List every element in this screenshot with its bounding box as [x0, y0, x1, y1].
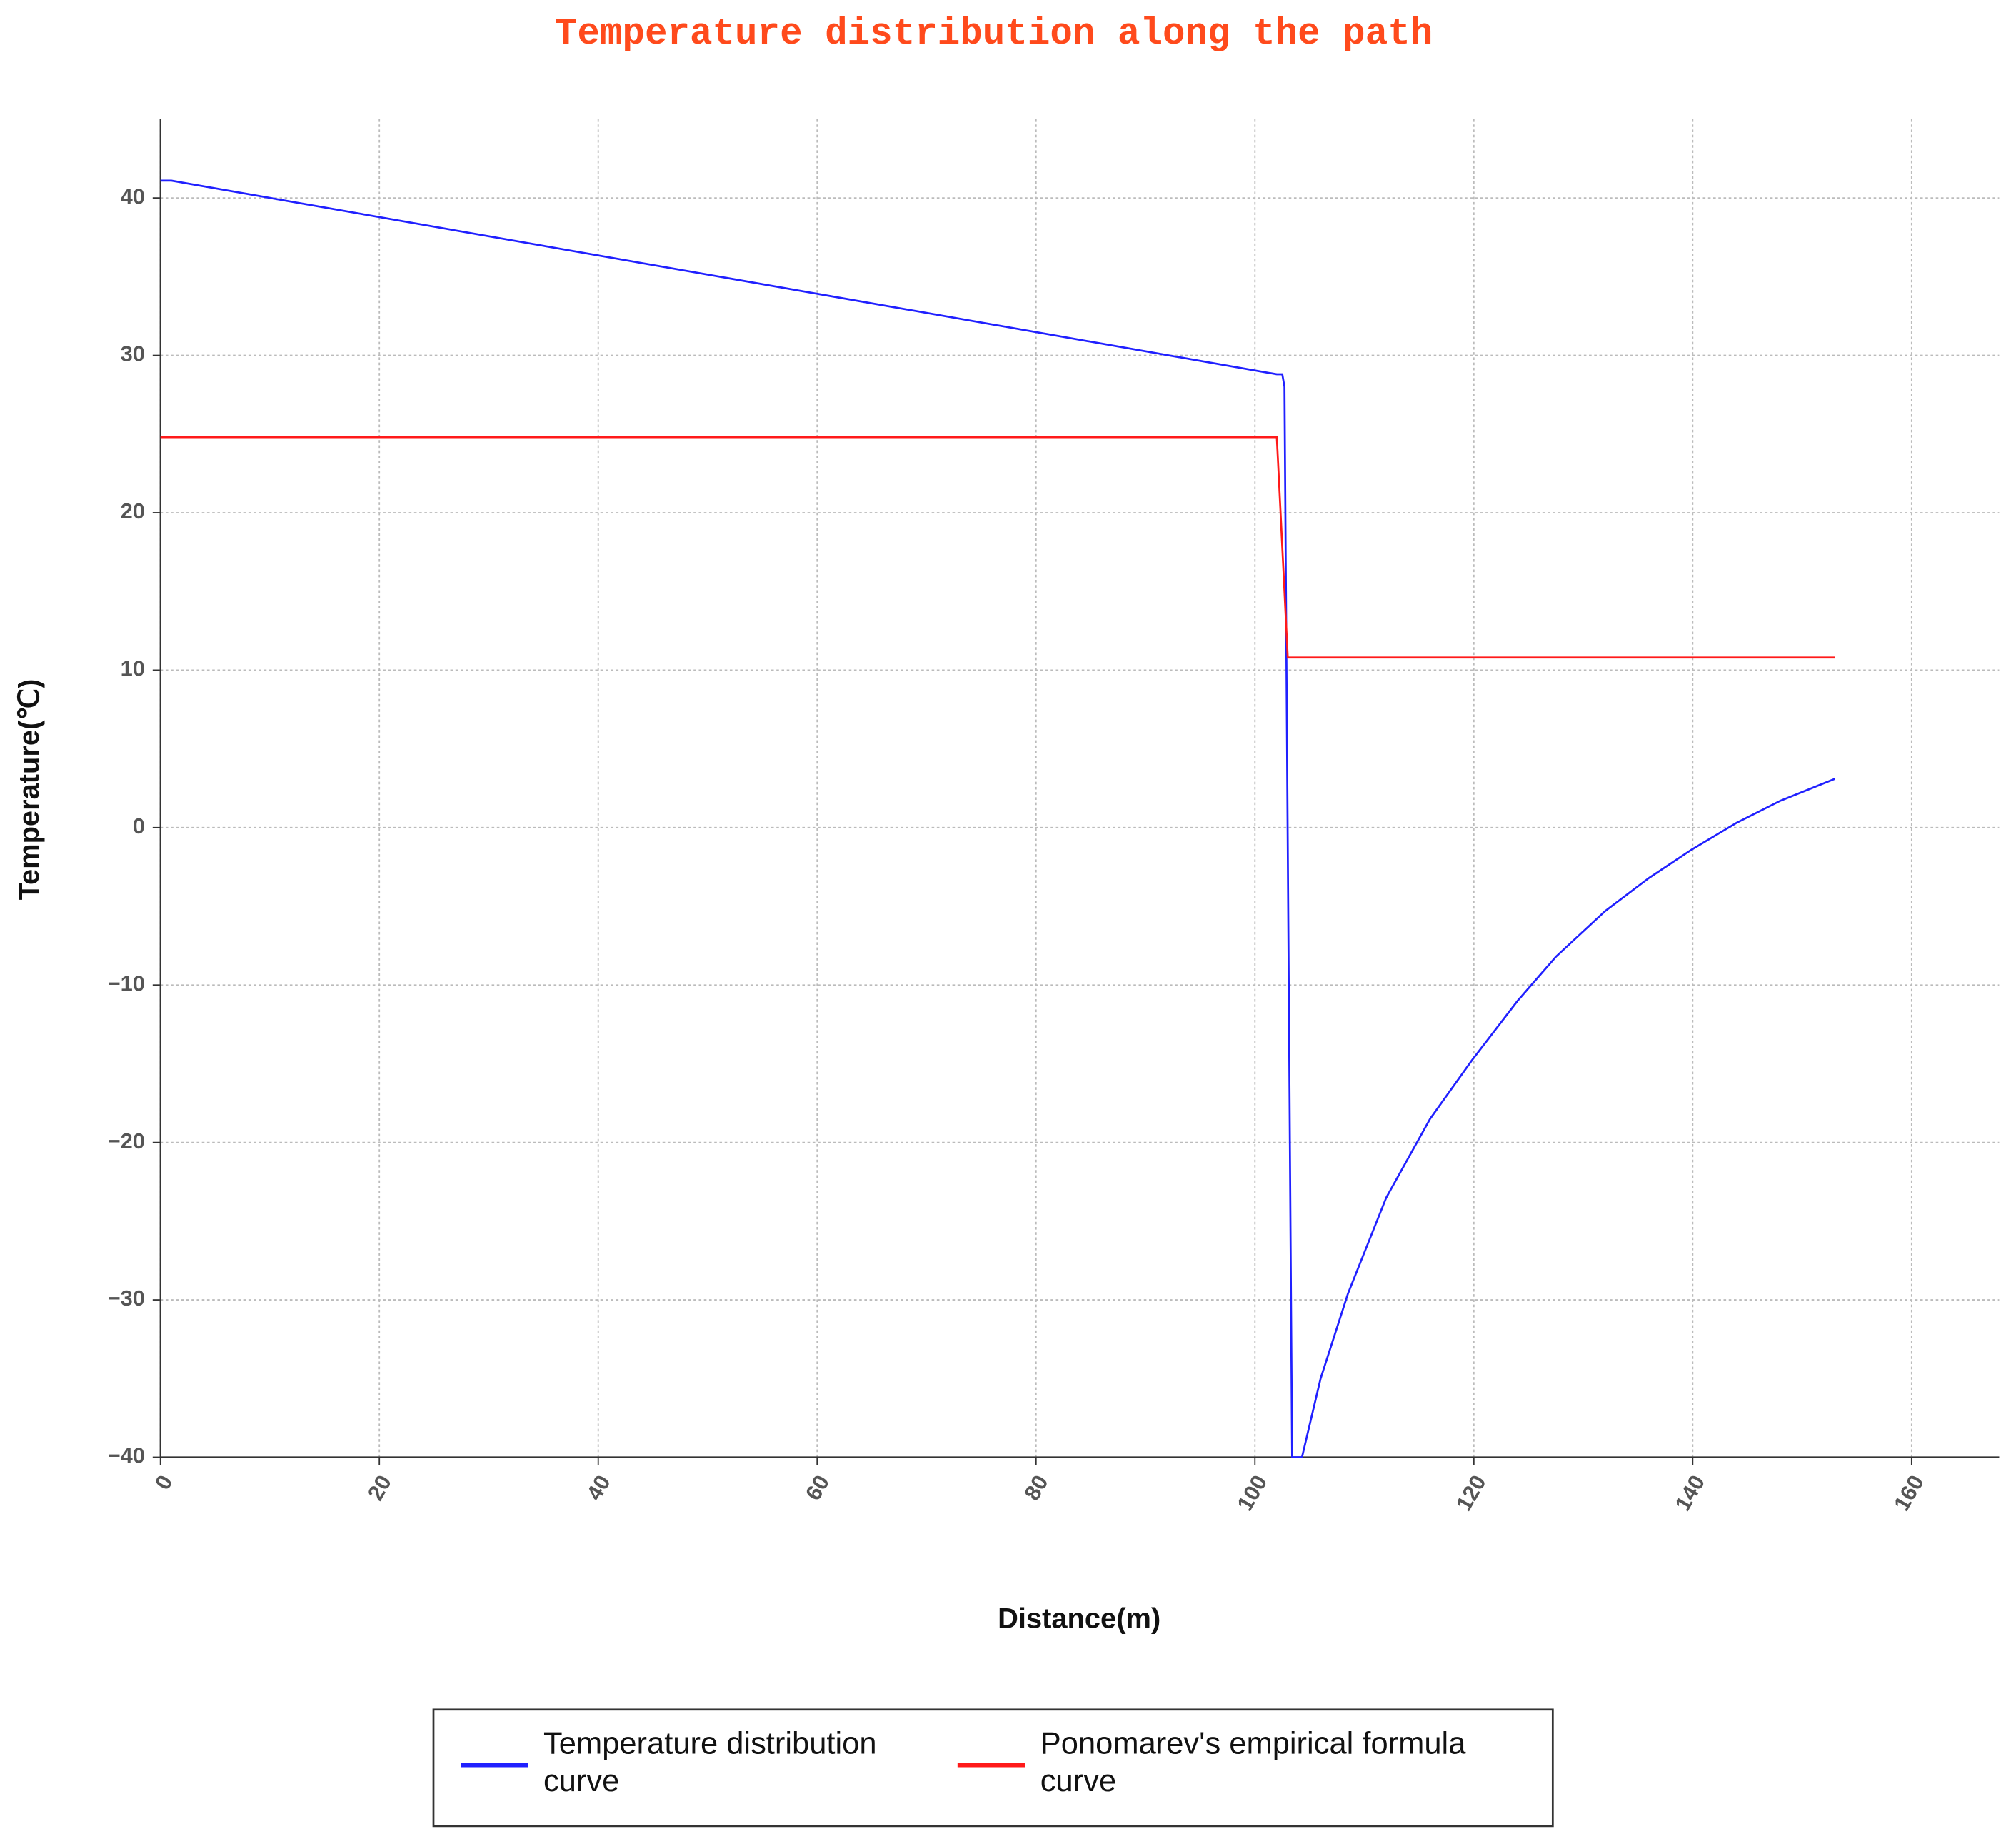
x-axis-title: Distance(m) [998, 1603, 1160, 1634]
legend-label: Ponomarev's empirical formula curve [1040, 1726, 1466, 1799]
x-tick-label: 20 [363, 1471, 396, 1505]
data-line [160, 436, 1835, 659]
y-tick-label: 30 [121, 341, 145, 366]
x-tick-label: 140 [1670, 1471, 1710, 1515]
y-tick-label: 20 [121, 498, 145, 523]
y-tick-label: 40 [121, 184, 145, 209]
x-tick-label: 0 [150, 1471, 178, 1494]
x-tick-label: 60 [801, 1471, 834, 1505]
y-tick-label: −10 [108, 971, 145, 996]
y-axis-title: Temperature(℃) [14, 679, 45, 901]
y-tick-label: −20 [108, 1128, 145, 1153]
legend-label: Temperature distribution curve [543, 1726, 877, 1799]
x-tick-label: 160 [1889, 1471, 1929, 1515]
legend-box [432, 1708, 1554, 1828]
y-tick-label: 0 [133, 813, 145, 838]
data-line [160, 179, 1836, 1458]
legend-entry: Ponomarev's empirical formula curve [1040, 1726, 1466, 1799]
x-tick-label: 80 [1019, 1471, 1053, 1505]
x-tick-label: 120 [1451, 1471, 1491, 1515]
y-tick-label: −40 [108, 1443, 145, 1468]
legend-entry: Temperature distribution curve [543, 1726, 877, 1799]
x-tick-label: 40 [581, 1471, 615, 1505]
x-tick-label: 100 [1232, 1471, 1272, 1515]
y-tick-label: 10 [121, 656, 145, 681]
y-tick-label: −30 [108, 1286, 145, 1311]
chart-title: Temperature distribution along the path [555, 12, 1433, 55]
